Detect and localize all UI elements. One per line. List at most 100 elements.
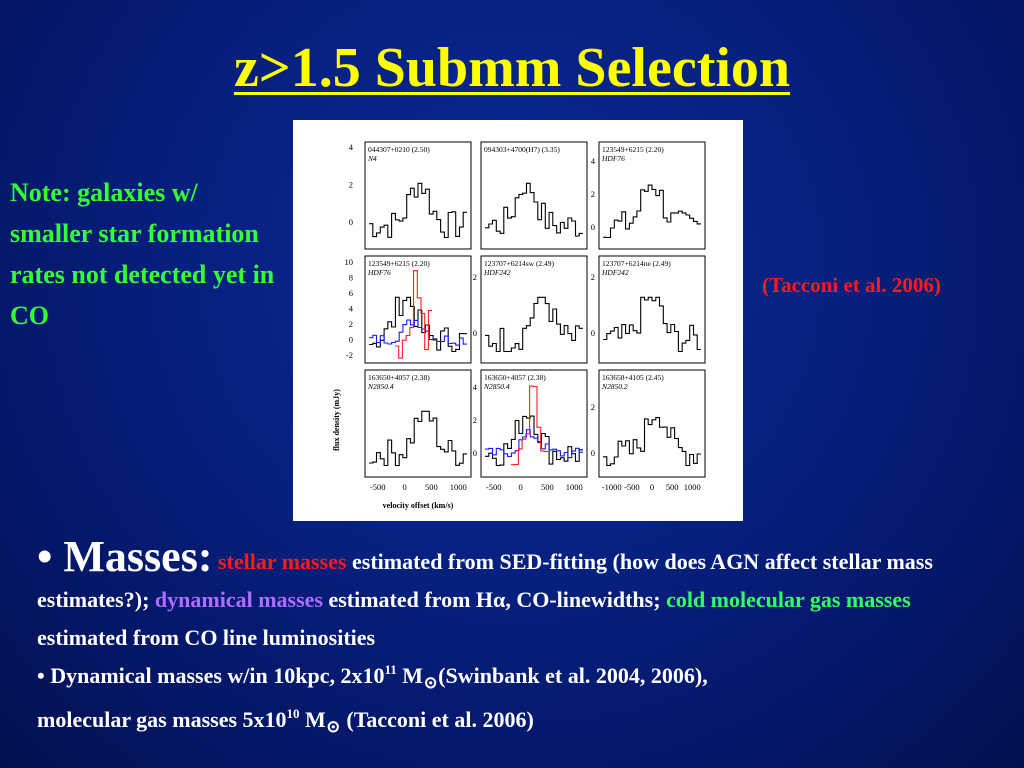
spectrum-red-line <box>511 385 549 466</box>
panel-field-label: HDF76 <box>367 268 391 277</box>
y-tick-label: 0 <box>473 328 477 338</box>
mol-text-c: (Tacconi et al. 2006) <box>340 707 534 733</box>
cold-gas-masses-label: cold molecular gas masses <box>666 587 911 612</box>
panel-id-label: 163650+4057 (2.38) <box>484 373 546 382</box>
spectrum-blue-line <box>369 319 467 346</box>
y-tick-label: 2 <box>591 272 595 282</box>
dyn-text-c: (Swinbank et al. 2004, 2006), <box>438 663 708 688</box>
x-tick-label: 500 <box>666 482 679 492</box>
note-text: Note: galaxies w/ smaller star formation… <box>10 178 275 330</box>
x-tick-label: 1000 <box>566 482 583 492</box>
x-tick-label: 1000 <box>684 482 701 492</box>
panel-field-label: HDF242 <box>601 268 629 277</box>
sun-symbol-icon: ⊙ <box>325 716 341 737</box>
y-tick-label: 2 <box>349 319 353 329</box>
panel-id-label: 123707+6214ne (2.49) <box>602 259 671 268</box>
bullet-masses-text3: , CO-linewidths; <box>505 587 667 612</box>
x-tick-label: 0 <box>518 482 522 492</box>
bullet-masses-text1: estimated from SED-fitting (how does AGN… <box>37 549 933 612</box>
stellar-masses-label: stellar masses <box>217 549 347 574</box>
dyn-mass-unit: M <box>396 663 424 688</box>
y-tick-label: 2 <box>473 415 477 425</box>
y-tick-label: 0 <box>591 222 595 232</box>
spectrum-line <box>485 182 583 237</box>
bullet-dynamical: • Dynamical masses w/in 10kpc, 2x1011 M⊙… <box>37 657 997 701</box>
dynamical-masses-label: dynamical masses <box>154 587 323 612</box>
dyn-exponent: 11 <box>384 662 397 677</box>
x-tick-label: 0 <box>402 482 406 492</box>
dyn-text-a: • Dynamical masses w/in 10kpc, 2x10 <box>37 663 385 688</box>
panel-field-label: HDF242 <box>483 268 511 277</box>
panel-field-label: N2850.4 <box>367 382 394 391</box>
spectrum-line <box>369 296 467 353</box>
y-tick-label: 2 <box>473 272 477 282</box>
y-tick-label: 2 <box>591 402 595 412</box>
spectrum-line <box>603 296 701 353</box>
x-axis-title: velocity offset (km/s) <box>383 501 454 510</box>
y-axis-title: flux density (mJy) <box>332 389 341 451</box>
x-tick-label: -500 <box>624 482 640 492</box>
spectrum-panel <box>598 141 706 250</box>
spectra-grid: 044307+0210 (2.50)N4 094303+4700(H7) (3.3… <box>332 141 706 510</box>
y-tick-label: 2 <box>349 180 353 190</box>
bullet-list: • Masses: stellar masses estimated from … <box>37 535 997 746</box>
y-tick-label: 4 <box>349 142 354 152</box>
y-tick-label: 0 <box>591 328 595 338</box>
panel-field-label: N2850.2 <box>601 382 628 391</box>
x-tick-label: -500 <box>486 482 502 492</box>
panel-id-label: 163650+4057 (2.38) <box>368 373 430 382</box>
y-tick-label: 6 <box>349 288 353 298</box>
x-tick-label: 500 <box>425 482 438 492</box>
panel-id-label: 123549+6215 (2.20) <box>602 145 664 154</box>
panel-id-label: 044307+0210 (2.50) <box>368 145 430 154</box>
spectrum-panel <box>364 141 472 250</box>
spectrum-panel <box>598 369 706 478</box>
y-tick-label: 4 <box>473 382 478 392</box>
spectrum-line <box>369 410 467 467</box>
bullet-masses-lead: • Masses: <box>37 532 213 581</box>
co-spectra-figure: 044307+0210 (2.50) N4 094303+4700(H7) (3.3… <box>293 120 743 521</box>
bullet-masses-text4: estimated from CO line luminosities <box>37 625 376 650</box>
sun-symbol-icon: ⊙ <box>423 672 439 693</box>
x-tick-label: 500 <box>541 482 554 492</box>
slide-title: z>1.5 Submm Selection <box>233 37 791 99</box>
spectrum-panel <box>364 255 472 364</box>
bullet-masses-text2: estimated from H <box>322 587 494 612</box>
panel-id-label: 123707+6214sw (2.49) <box>484 259 555 268</box>
bullet-molecular: molecular gas masses 5x1010 M⊙ (Tacconi … <box>37 701 997 745</box>
y-tick-label: 4 <box>591 156 596 166</box>
spectrum-panel <box>364 369 472 478</box>
panel-field-label: N4 <box>367 154 377 163</box>
x-tick-label: -1000 <box>602 482 622 492</box>
spectrum-red-line <box>395 270 433 359</box>
mol-mass-unit: M <box>299 707 326 733</box>
y-tick-label: 0 <box>349 217 353 227</box>
y-tick-label: 2 <box>591 189 595 199</box>
mol-exponent: 10 <box>286 706 300 722</box>
panel-id-label: 123549+6215 (2.20) <box>368 259 430 268</box>
x-tick-label: 0 <box>650 482 654 492</box>
spectrum-line <box>485 296 583 353</box>
alpha-symbol: α <box>493 587 506 612</box>
panel-field-label: N2850.4 <box>483 382 510 391</box>
x-tick-label: 1000 <box>450 482 467 492</box>
spectrum-blue-line <box>485 429 583 459</box>
spectrum-panel <box>480 255 588 364</box>
y-tick-label: 0 <box>349 335 353 345</box>
spectrum-panel <box>598 255 706 364</box>
panel-field-label: HDF76 <box>601 154 625 163</box>
spectrum-line <box>603 417 701 467</box>
spectrum-line <box>603 184 701 239</box>
y-tick-label: 0 <box>591 448 595 458</box>
spectrum-panel <box>480 369 588 478</box>
y-tick-label: 4 <box>349 304 354 314</box>
y-tick-label: 8 <box>349 273 353 283</box>
mol-text-a: molecular gas masses 5x10 <box>37 707 287 733</box>
panel-id-label: 163658+4105 (2.45) <box>602 373 664 382</box>
y-tick-label: 10 <box>345 257 354 267</box>
x-tick-label: -500 <box>370 482 386 492</box>
y-tick-label: -2 <box>346 350 353 360</box>
y-tick-label: 0 <box>473 448 477 458</box>
spectrum-line <box>369 182 467 239</box>
spectrum-line <box>485 415 583 467</box>
